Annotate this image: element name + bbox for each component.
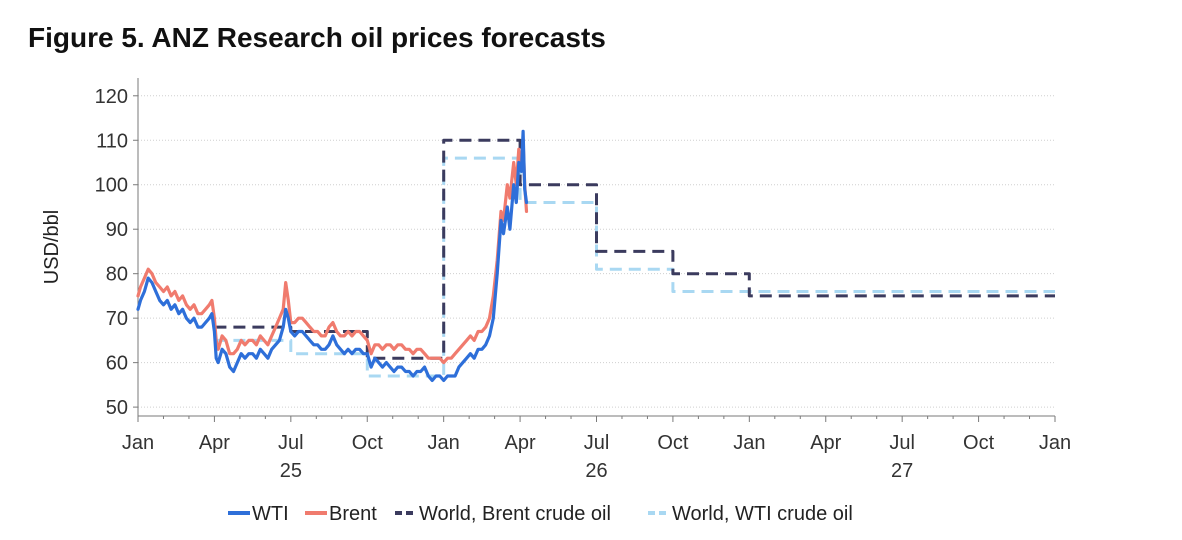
axes: 50 60 70 80 90 100 110 120 Jan Apr Jul Oct Jan Apr Jul… <box>95 78 1071 482</box>
figure-title: Figure 5. ANZ Research oil prices foreca… <box>28 22 606 53</box>
series-line-wti <box>136 129 529 382</box>
x-tick-label: Apr <box>199 432 230 454</box>
series-line-world-wti <box>214 156 1055 378</box>
y-tick-label: 50 <box>106 397 128 419</box>
legend-label-wti: WTI <box>252 503 289 525</box>
x-tick-label: Oct <box>657 432 689 454</box>
legend: WTI Brent World, Brent crude oil World, WTI… <box>228 503 853 525</box>
x-tick-label: Jan <box>733 432 765 454</box>
x-year-label: 26 <box>585 460 607 482</box>
y-tick-label: 60 <box>106 353 128 375</box>
x-year-label: 25 <box>280 460 302 482</box>
y-tick-label: 90 <box>106 219 128 241</box>
x-tick-label: Jan <box>1039 432 1071 454</box>
y-tick-label: 110 <box>96 130 128 152</box>
x-tick-label: Oct <box>352 432 384 454</box>
y-axis-label: USD/bbl <box>41 210 63 284</box>
series-layer <box>136 129 1055 382</box>
x-tick-label: Jan <box>428 432 460 454</box>
y-tick-label: 70 <box>106 308 128 330</box>
y-tick-label: 80 <box>106 264 128 286</box>
y-tick-label: 100 <box>95 175 128 197</box>
series-line-world-brent <box>214 138 1055 360</box>
x-tick-label: Apr <box>810 432 841 454</box>
legend-label-world-brent: World, Brent crude oil <box>419 503 611 525</box>
series-line-brent <box>136 138 529 365</box>
x-tick-label: Oct <box>963 432 995 454</box>
legend-label-world-wti: World, WTI crude oil <box>672 503 853 525</box>
x-tick-label: Jul <box>584 432 610 454</box>
y-tick-label: 120 <box>95 86 128 108</box>
x-tick-label: Jul <box>278 432 304 454</box>
x-tick-label: Jul <box>889 432 915 454</box>
x-tick-label: Apr <box>505 432 536 454</box>
x-tick-label: Jan <box>122 432 154 454</box>
legend-label-brent: Brent <box>329 503 377 525</box>
x-year-label: 27 <box>891 460 913 482</box>
